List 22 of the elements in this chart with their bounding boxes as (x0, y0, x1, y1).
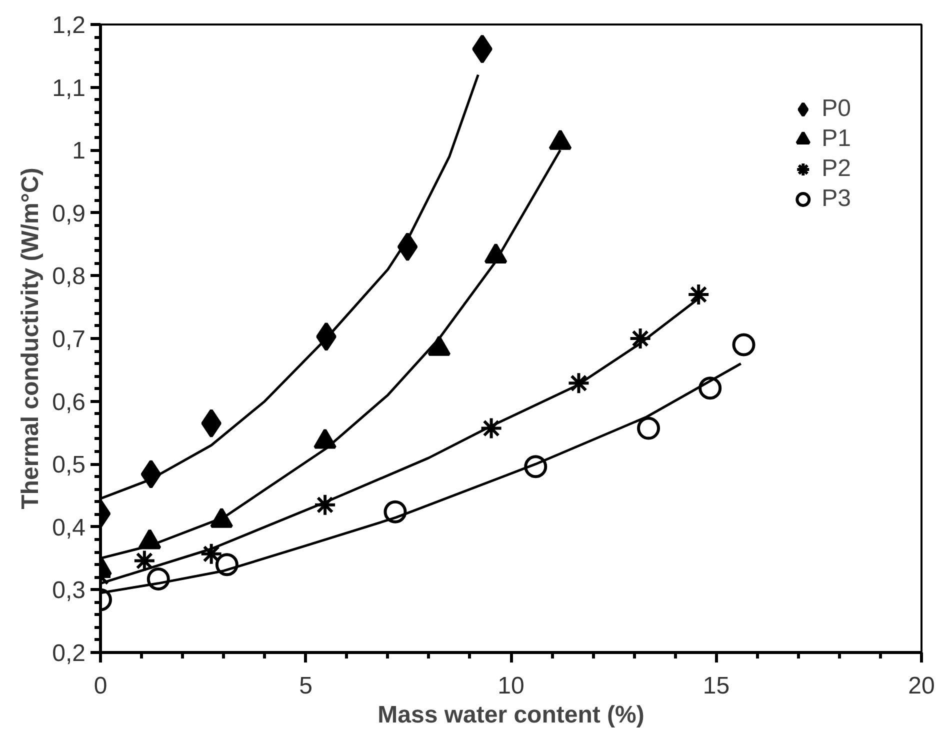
y-tick-label: 1,1 (52, 74, 86, 102)
y-tick-label: 0,3 (52, 577, 86, 604)
y-axis-title: Thermal conductivity (W/m°C) (17, 168, 44, 510)
y-tick-label: 1,2 (52, 12, 86, 39)
legend-label: P0 (822, 95, 851, 123)
y-tick-label: 0,8 (52, 263, 86, 290)
y-tick-label: 0,5 (52, 452, 86, 479)
y-tick-label: 0,9 (52, 200, 86, 228)
x-tick-label: 10 (498, 672, 524, 700)
x-tick-label: 20 (908, 672, 935, 700)
x-tick-label: 5 (299, 672, 312, 700)
x-axis-title: Mass water content (%) (378, 702, 644, 728)
y-tick-label: 0,7 (52, 326, 86, 353)
legend-label: P3 (822, 185, 851, 213)
y-tick-label: 1 (72, 138, 86, 165)
y-tick-label: 0,2 (52, 640, 86, 667)
x-tick-label: 0 (94, 672, 108, 700)
x-tick-label: 15 (702, 672, 730, 700)
y-tick-label: 0,6 (52, 388, 86, 416)
y-tick-label: 0,4 (52, 514, 86, 542)
legend-label: P1 (822, 125, 851, 153)
legend-label: P2 (822, 155, 851, 183)
